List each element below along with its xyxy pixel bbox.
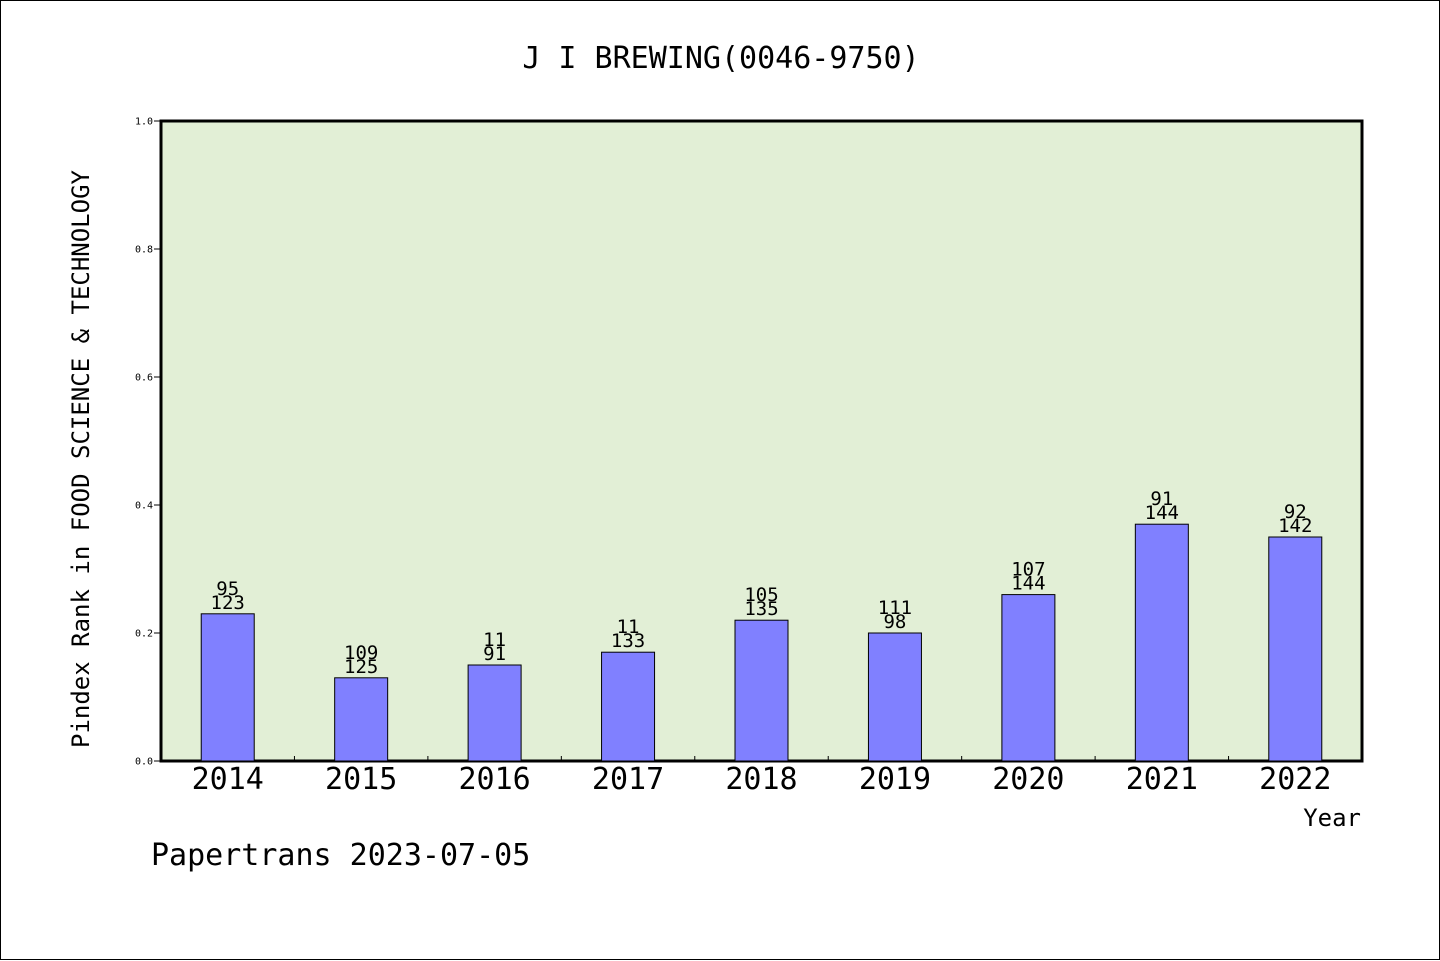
y-tick-label: 1.0 xyxy=(135,117,153,128)
bar-label-bottom: 98 xyxy=(883,611,906,633)
chart-title: J I BREWING(0046-9750) xyxy=(522,41,919,76)
bar-label-top: 95 xyxy=(216,578,239,600)
bar-label-top: 11 xyxy=(617,616,640,638)
bar-2020 xyxy=(1001,594,1056,762)
bar-label-top: 92 xyxy=(1284,501,1307,523)
x-tick-label: 2018 xyxy=(725,762,797,797)
bar-label-bottom: 91 xyxy=(483,643,506,665)
y-tick-label: 0.4 xyxy=(135,501,153,512)
bar-label-top: 111 xyxy=(878,597,912,619)
y-tick-label: 0.2 xyxy=(135,629,153,640)
bar-label-bottom: 144 xyxy=(1011,573,1045,595)
bar-2021 xyxy=(1134,523,1189,762)
bar-label-top: 109 xyxy=(344,642,378,664)
x-tick-label: 2016 xyxy=(458,762,530,797)
bar-label-bottom: 135 xyxy=(744,598,778,620)
y-tick-label: 0.0 xyxy=(135,757,153,768)
x-tick-label: 2017 xyxy=(592,762,664,797)
bar-label-bottom: 125 xyxy=(344,656,378,678)
x-tick-label: 2014 xyxy=(192,762,264,797)
bar-2022 xyxy=(1268,536,1323,762)
y-axis-label: Pindex Rank in FOOD SCIENCE & TECHNOLOGY xyxy=(67,169,95,748)
bar-label-top: 91 xyxy=(1150,488,1173,510)
x-tick-label: 2020 xyxy=(992,762,1064,797)
x-tick-label: 2022 xyxy=(1259,762,1331,797)
bar-2016 xyxy=(467,664,522,762)
bar-label-top: 11 xyxy=(483,629,506,651)
bar-label-top: 105 xyxy=(744,584,778,606)
bar-2014 xyxy=(200,613,255,762)
x-axis-label: Year xyxy=(1303,804,1361,832)
bar-2017 xyxy=(601,651,656,762)
y-axis: 0.0 0.2 0.4 0.6 0.8 1.0 xyxy=(135,117,161,768)
y-tick-label: 0.6 xyxy=(135,373,153,384)
x-tick-label: 2019 xyxy=(859,762,931,797)
bar-label-bottom: 142 xyxy=(1278,515,1312,537)
y-tick-label: 0.8 xyxy=(135,245,153,256)
bar-label-bottom: 144 xyxy=(1145,502,1179,524)
bar-2015 xyxy=(334,677,389,762)
bar-2019 xyxy=(867,632,922,762)
bar-label-bottom: 133 xyxy=(611,630,645,652)
bar-2018 xyxy=(734,619,789,762)
bar-label-top: 107 xyxy=(1011,559,1045,581)
x-tick-label: 2021 xyxy=(1126,762,1198,797)
bar-label-bottom: 123 xyxy=(211,592,245,614)
x-axis: 2014 2015 2016 2017 2018 2019 2020 2021 2022 xyxy=(192,756,1331,797)
x-tick-label: 2015 xyxy=(325,762,397,797)
footer-source-date: Papertrans 2023-07-05 xyxy=(151,838,530,873)
bars-group xyxy=(200,523,1323,762)
